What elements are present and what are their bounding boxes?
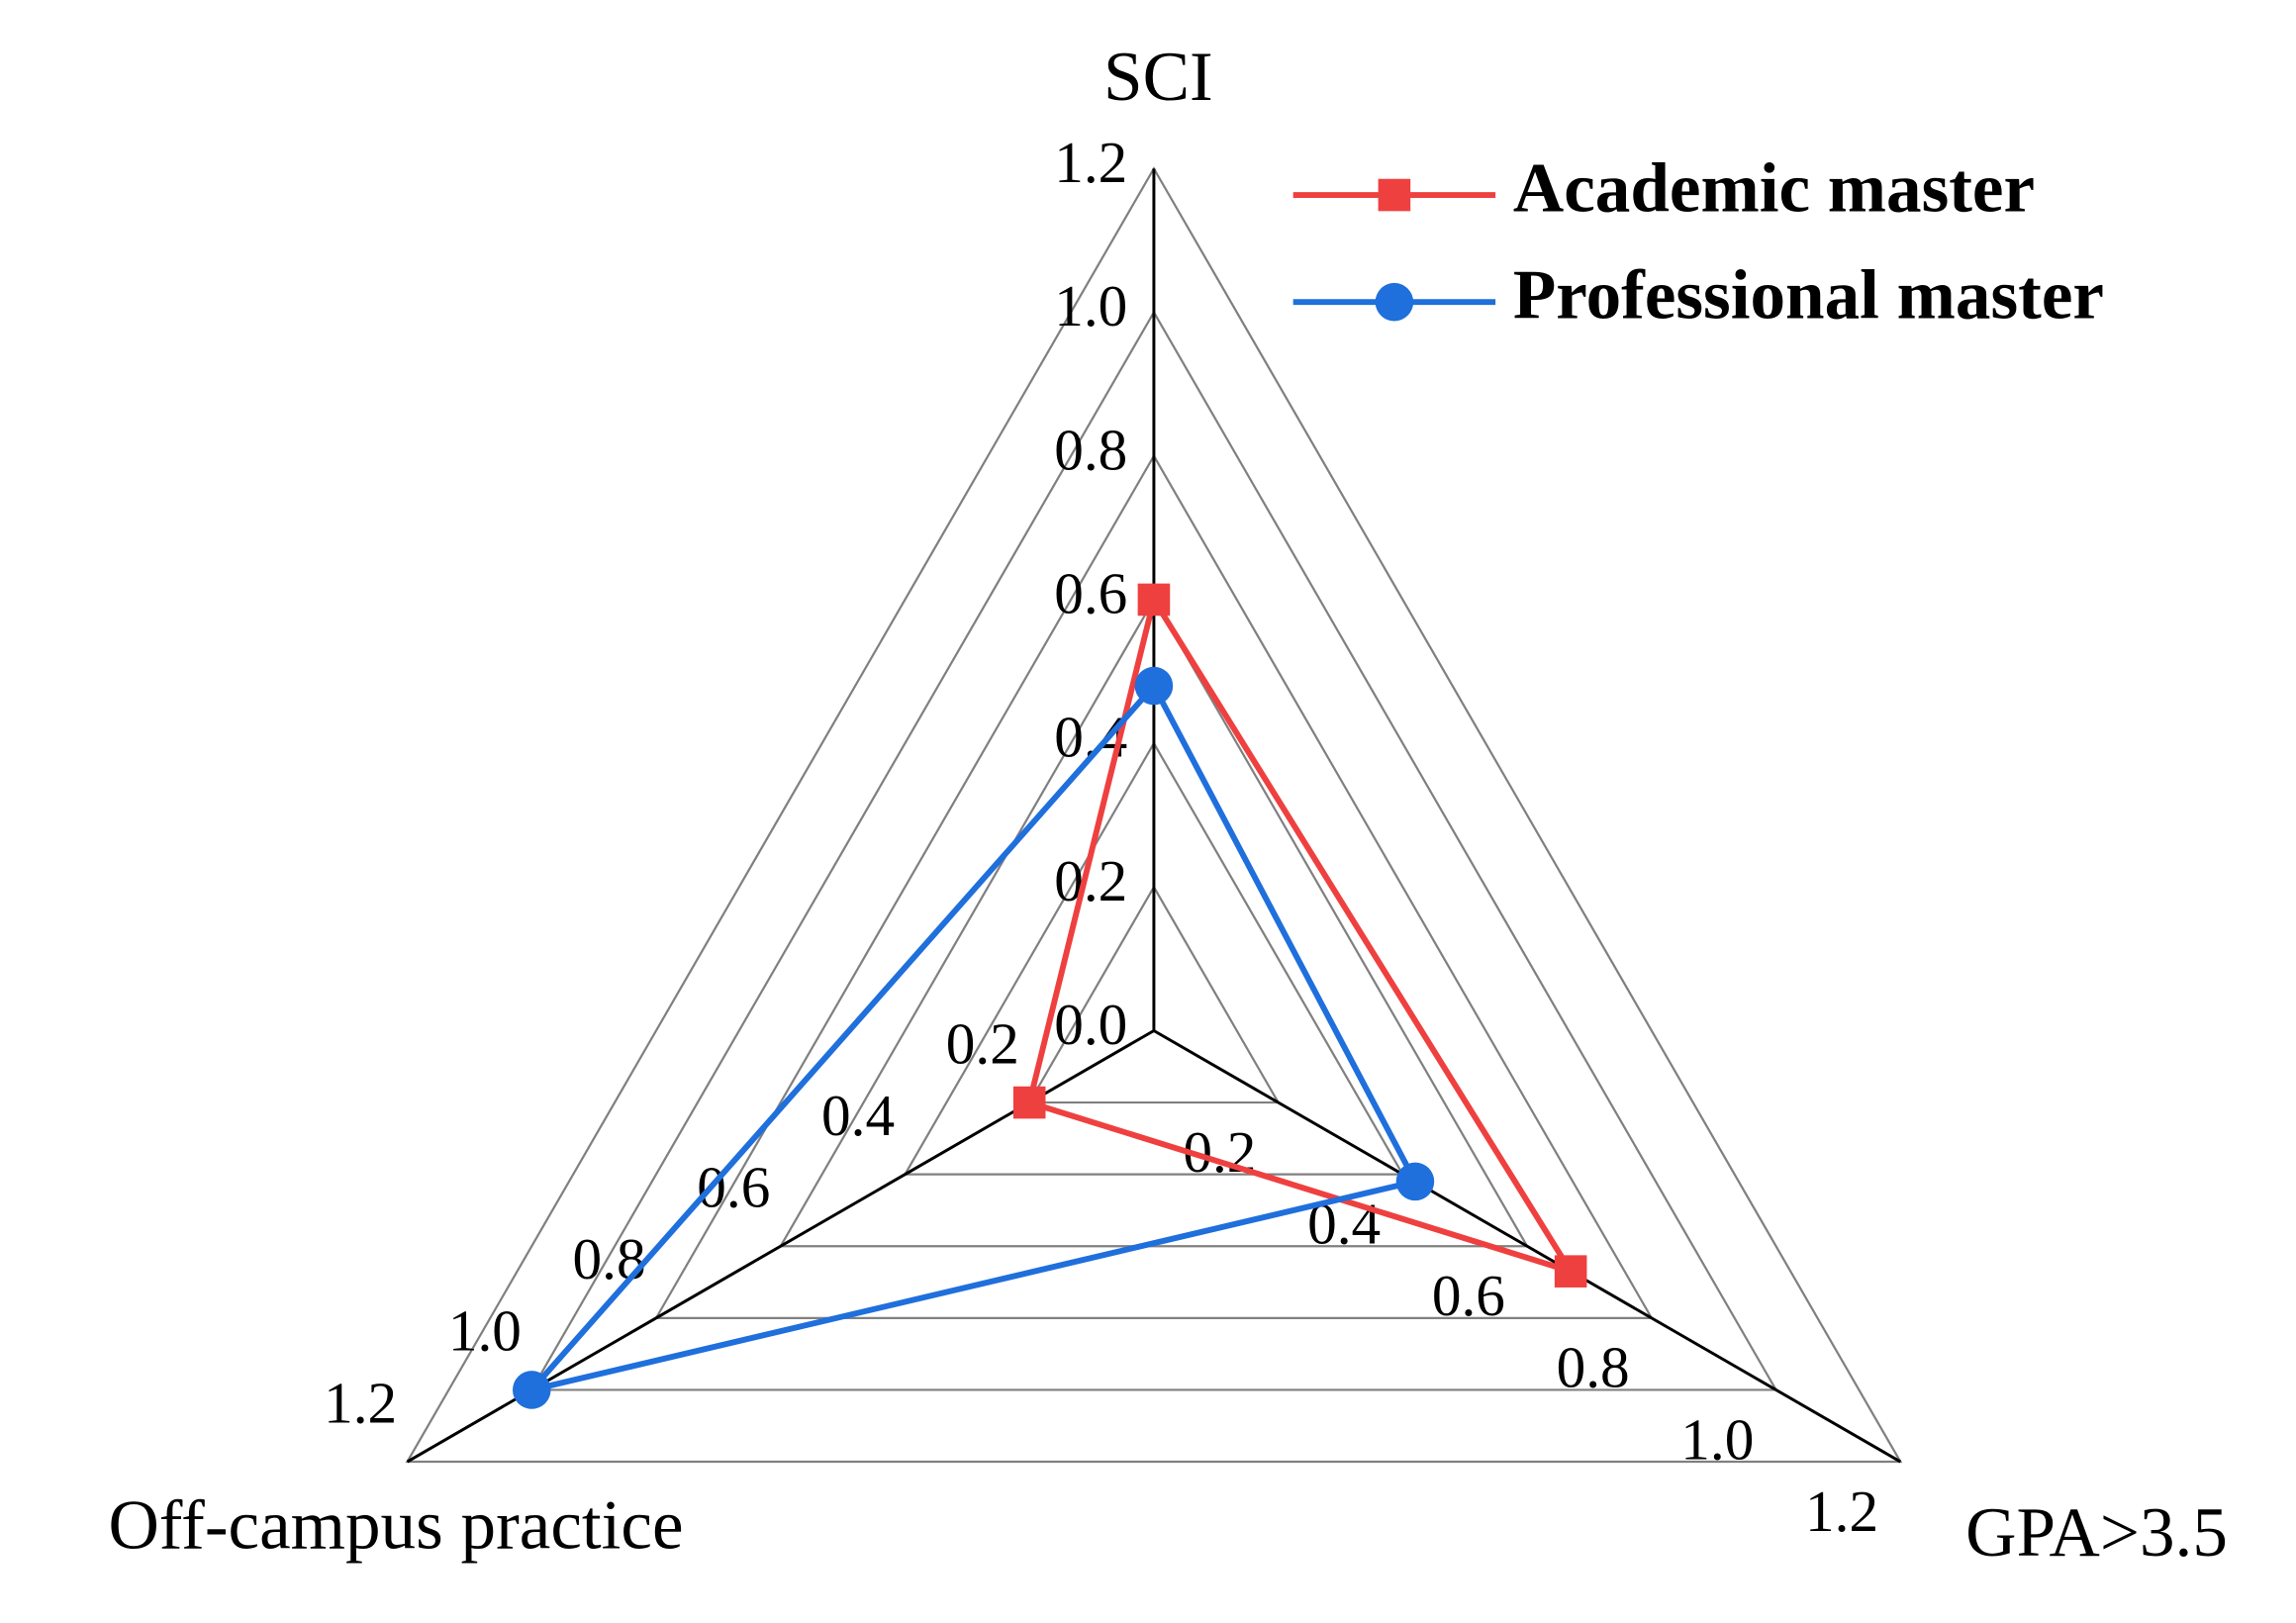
tick-label: 1.2 xyxy=(1054,130,1127,195)
marker xyxy=(1395,1162,1435,1201)
grid-line xyxy=(778,597,1530,1248)
legend-marker xyxy=(1378,178,1411,212)
tick-label: 1.0 xyxy=(448,1298,522,1364)
tick-label: 1.0 xyxy=(1680,1406,1754,1472)
marker xyxy=(1137,583,1171,617)
grid-line xyxy=(903,740,1405,1176)
tick-label: 0.8 xyxy=(1557,1335,1630,1400)
tick-label: 0.6 xyxy=(1054,561,1127,626)
category-label: Off-campus practice xyxy=(108,1486,683,1564)
marker xyxy=(1554,1255,1587,1288)
tick-label: 0.4 xyxy=(821,1083,895,1148)
grid-line xyxy=(654,453,1654,1319)
grid-line xyxy=(405,166,1903,1464)
legend-marker xyxy=(1375,282,1414,322)
tick-label: 1.2 xyxy=(1805,1479,1878,1544)
legend-label: Academic master xyxy=(1513,149,2035,227)
marker xyxy=(1012,1086,1046,1119)
category-label: GPA>3.5 xyxy=(1965,1494,2228,1572)
axis-line xyxy=(1153,1029,1902,1464)
tick-label: 0.8 xyxy=(1054,417,1127,482)
category-label: SCI xyxy=(1103,39,1213,116)
legend-label: Professional master xyxy=(1513,256,2104,334)
marker xyxy=(512,1371,551,1409)
tick-label: 0.6 xyxy=(1432,1263,1505,1328)
marker xyxy=(1134,666,1174,706)
tick-label: 1.2 xyxy=(324,1370,397,1435)
series-line xyxy=(523,680,1420,1395)
grid-line xyxy=(529,310,1778,1391)
tick-label: 0.2 xyxy=(946,1010,1019,1076)
tick-label: 0.0 xyxy=(1054,992,1127,1057)
tick-label: 1.0 xyxy=(1054,273,1127,338)
tick-label: 0.8 xyxy=(573,1226,646,1291)
series-line xyxy=(1025,592,1578,1277)
grid-line xyxy=(1027,885,1281,1104)
